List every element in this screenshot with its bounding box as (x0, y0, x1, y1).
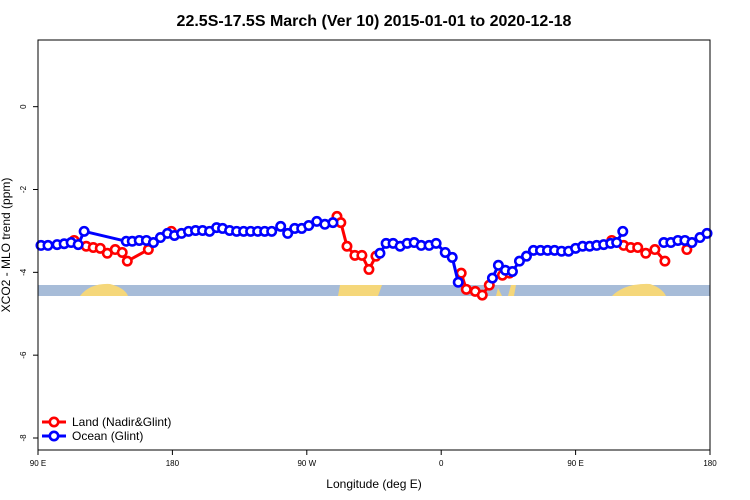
data-point (356, 249, 368, 261)
x-tick-label: 90 W (297, 459, 316, 468)
data-point (506, 266, 518, 278)
data-point (42, 239, 54, 251)
data-point (72, 239, 84, 251)
data-point (701, 227, 713, 239)
data-point (486, 272, 498, 284)
data-point (617, 225, 629, 237)
data-point (275, 220, 287, 232)
y-tick-label: -8 (19, 434, 28, 442)
land-mask (38, 283, 710, 296)
data-point (116, 246, 128, 258)
legend-label: Ocean (Glint) (72, 429, 143, 443)
data-point (611, 237, 623, 249)
x-axis-label: Longitude (deg E) (326, 477, 421, 491)
data-point (374, 247, 386, 259)
data-point (686, 237, 698, 249)
y-axis-label: XCO2 - MLO trend (ppm) (0, 178, 13, 313)
chart-title: 22.5S-17.5S March (Ver 10) 2015-01-01 to… (177, 13, 572, 30)
data-point (363, 263, 375, 275)
data-point (430, 237, 442, 249)
x-tick-label: 180 (703, 459, 717, 468)
data-point (640, 247, 652, 259)
legend-marker (48, 416, 60, 428)
data-point (341, 240, 353, 252)
data-point (439, 246, 451, 258)
data-point (147, 237, 159, 249)
y-tick-label: -4 (19, 268, 28, 276)
data-point (460, 283, 472, 295)
y-tick-label: -2 (19, 185, 28, 193)
data-point (446, 251, 458, 263)
data-point (303, 220, 315, 232)
data-point (452, 276, 464, 288)
data-point (520, 250, 532, 262)
data-point (513, 255, 525, 267)
data-point (476, 289, 488, 301)
y-tick-label: 0 (19, 104, 28, 109)
data-point (632, 241, 644, 253)
data-point (659, 255, 671, 267)
data-point (266, 225, 278, 237)
data-point (94, 242, 106, 254)
land-band (80, 283, 666, 296)
x-tick-label: 180 (166, 459, 180, 468)
data-point (78, 225, 90, 237)
x-tick-label: 90 E (567, 459, 583, 468)
legend-marker (48, 430, 60, 442)
data-point (327, 217, 339, 229)
legend-label: Land (Nadir&Glint) (72, 415, 171, 429)
y-tick-label: -6 (19, 351, 28, 359)
data-point (492, 259, 504, 271)
data-point (121, 255, 133, 267)
x-tick-label: 90 E (30, 459, 46, 468)
x-tick-label: 0 (439, 459, 444, 468)
plot-frame (37, 39, 711, 451)
plot-area (35, 212, 713, 301)
data-point (282, 227, 294, 239)
data-point (649, 244, 661, 256)
